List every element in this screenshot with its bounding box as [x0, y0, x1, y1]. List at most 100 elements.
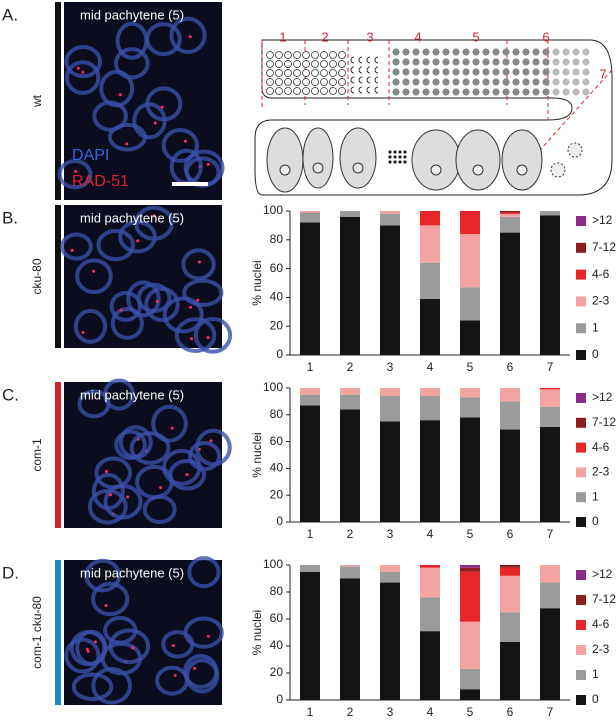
genotype-label: com-1 — [30, 438, 44, 472]
germ-cell — [266, 60, 274, 68]
pachytene-cell — [572, 48, 580, 56]
pachytene-cell — [542, 68, 550, 76]
bar-segment — [380, 571, 400, 583]
pachytene-cell — [502, 88, 510, 96]
pachytene-cell — [402, 68, 410, 76]
y-tick-label: 60 — [270, 261, 284, 275]
pachytene-cell — [392, 78, 400, 86]
bar-segment — [300, 211, 320, 213]
focus — [196, 298, 200, 302]
crescent — [374, 76, 379, 84]
legend-label: 7-12 — [592, 415, 616, 429]
y-tick-label: 100 — [263, 557, 283, 571]
oocyte-nucleus — [430, 164, 442, 176]
bar-segment — [460, 287, 480, 321]
pachytene-cell — [492, 48, 500, 56]
nucleus — [151, 404, 188, 443]
pachytene-cell — [412, 48, 420, 56]
bar-segment — [460, 320, 480, 355]
nucleus — [108, 628, 151, 665]
nucleus — [64, 60, 101, 95]
focus — [153, 121, 157, 125]
legend-swatch — [576, 216, 586, 226]
pachytene-cell — [512, 78, 520, 86]
pachytene-cell — [462, 68, 470, 76]
crescent — [358, 66, 363, 74]
nucleus — [169, 16, 207, 54]
pachytene-cell — [522, 78, 530, 86]
germ-cell — [275, 60, 283, 68]
bar-segment — [300, 405, 320, 522]
bar-segment — [340, 565, 360, 567]
x-tick-label: 1 — [307, 705, 314, 719]
nucleus — [64, 637, 101, 674]
focus — [109, 493, 113, 497]
y-tick-label: 0 — [276, 514, 283, 528]
oocyte-nucleus — [279, 164, 291, 176]
germ-cell — [275, 78, 283, 86]
bar-segment — [540, 608, 560, 700]
pachytene-cell — [512, 68, 520, 76]
zone-number: 7 — [599, 66, 606, 81]
crescent — [358, 76, 363, 84]
pachytene-cell — [512, 48, 520, 56]
germ-cell — [329, 78, 337, 86]
pachytene-cell — [482, 58, 490, 66]
pachytene-cell — [462, 88, 470, 96]
sperm — [388, 160, 392, 164]
germ-cell — [293, 78, 301, 86]
genotype-bar — [55, 205, 61, 348]
nucleus — [96, 228, 136, 262]
sperm — [388, 150, 392, 154]
bar-segment — [500, 388, 520, 402]
pachytene-cell — [562, 78, 570, 86]
oocyte-nucleus — [352, 162, 364, 174]
germ-cell — [311, 78, 319, 86]
panel-letter: C. — [2, 385, 19, 404]
y-tick-label: 40 — [270, 461, 284, 475]
pachytene-cell — [542, 48, 550, 56]
pachytene-cell — [432, 78, 440, 86]
zone-number: 5 — [472, 29, 479, 44]
focus — [193, 666, 197, 670]
focus — [171, 644, 175, 648]
y-axis-label: % nuclei — [250, 610, 264, 655]
legend-swatch — [576, 350, 586, 360]
x-tick-label: 4 — [427, 705, 434, 719]
germ-cell — [320, 69, 328, 77]
pachytene-cell — [582, 58, 590, 66]
legend-label: 1 — [592, 320, 599, 334]
pachytene-cell — [472, 68, 480, 76]
focus — [189, 305, 193, 309]
pachytene-cell — [492, 78, 500, 86]
legend-swatch — [576, 492, 586, 503]
bar-segment — [380, 396, 400, 422]
zone-number: 4 — [414, 29, 421, 44]
nucleus — [110, 306, 144, 340]
germ-cell — [266, 78, 274, 86]
panel-letter: A. — [2, 5, 18, 24]
legend-label: 7-12 — [592, 592, 616, 606]
bar-segment — [540, 426, 560, 522]
germ-cell — [338, 51, 346, 59]
genotype-bar — [55, 382, 61, 528]
bar-segment — [500, 575, 520, 613]
germ-cell — [293, 51, 301, 59]
bar-segment — [300, 571, 320, 700]
legend-label: 4-6 — [592, 440, 610, 454]
crescent — [374, 86, 379, 94]
pachytene-cell — [532, 88, 540, 96]
pachytene-cell — [562, 48, 570, 56]
legend-label: 2-3 — [592, 465, 610, 479]
nucleus — [144, 286, 180, 323]
germ-cell — [284, 87, 292, 95]
bar-segment — [420, 631, 440, 700]
pachytene-cell — [492, 68, 500, 76]
crescent — [366, 76, 371, 84]
pachytene-cell — [562, 58, 570, 66]
oocyte — [302, 127, 334, 189]
nucleus — [182, 278, 224, 307]
germ-cell — [320, 78, 328, 86]
legend-swatch — [576, 670, 586, 680]
